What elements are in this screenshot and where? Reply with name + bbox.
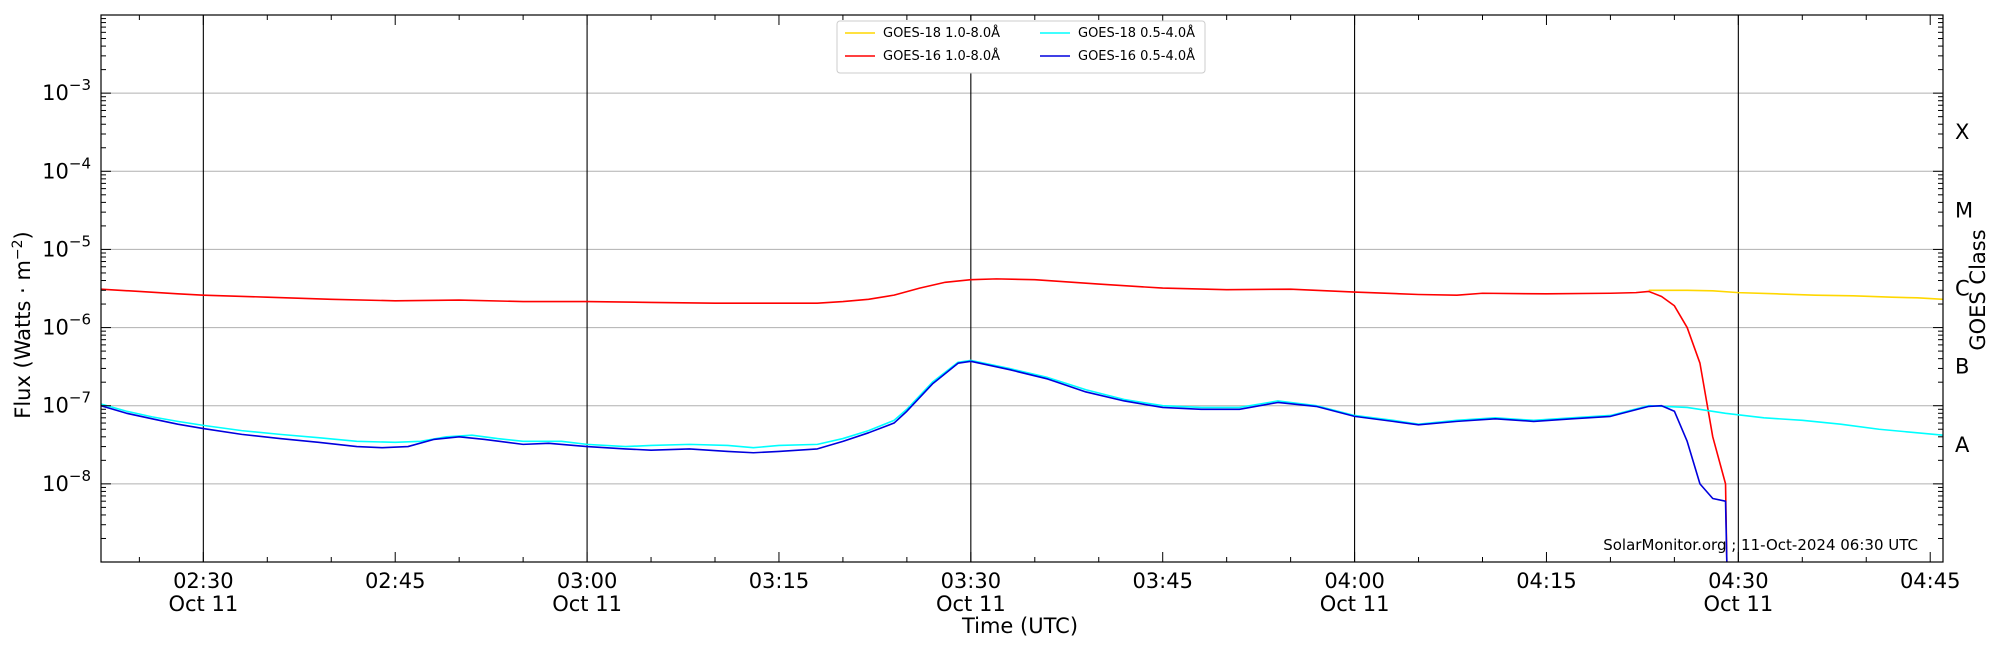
series-line <box>100 278 1728 563</box>
x-tick-date-label: Oct 11 <box>936 592 1006 616</box>
series-lines <box>100 278 1944 563</box>
y-axis-title-sup: −2 <box>10 239 26 260</box>
credit-text: SolarMonitor.org ; 11-Oct-2024 06:30 UTC <box>1603 536 1918 554</box>
x-tick-label: 02:45 <box>365 569 426 593</box>
goes-class-label: B <box>1955 355 1969 379</box>
y-tick-label: 10−5 <box>42 232 91 261</box>
x-tick-label: 03:30 <box>941 569 1002 593</box>
x-tick-label: 04:45 <box>1900 569 1961 593</box>
x-axis-title: Time (UTC) <box>961 614 1078 638</box>
y-tick-base: 10 <box>42 81 69 105</box>
x-tick-label: 04:00 <box>1324 569 1385 593</box>
y-tick-base: 10 <box>42 316 69 340</box>
x-tick-label: 04:15 <box>1516 569 1577 593</box>
goes-class-axis-title: GOES Class <box>1966 229 1990 350</box>
series-line <box>100 359 1944 449</box>
y-axis-title: Flux (Watts · m−2) <box>10 231 35 419</box>
x-tick-date-label: Oct 11 <box>552 592 622 616</box>
legend-label: GOES-18 1.0-8.0Å <box>883 25 1000 41</box>
y-tick-exponent: −5 <box>69 232 91 250</box>
x-tick-date-label: Oct 11 <box>1703 592 1773 616</box>
plot-grid <box>101 92 1943 485</box>
y-tick-exponent: −8 <box>69 467 91 485</box>
goes-class-label: X <box>1955 120 1969 144</box>
y-tick-label: 10−8 <box>42 467 91 496</box>
x-tick-label: 02:30 <box>173 569 234 593</box>
x-tick-label: 03:15 <box>749 569 810 593</box>
series-line <box>1648 289 1944 301</box>
y-axis-title-close: ) <box>11 231 35 239</box>
x-tick-date-label: Oct 11 <box>1320 592 1390 616</box>
axis-ticks <box>101 15 1943 563</box>
legend-box <box>836 20 1206 74</box>
legend-label: GOES-16 0.5-4.0Å <box>1078 48 1195 64</box>
x-tick-label: 04:30 <box>1708 569 1769 593</box>
y-axis-title-text: Flux (Watts · m <box>11 260 35 419</box>
y-tick-base: 10 <box>42 159 69 183</box>
plot-frame <box>100 14 1944 563</box>
x-tick-date-label: Oct 11 <box>168 592 238 616</box>
y-tick-base: 10 <box>42 237 69 261</box>
legend-label: GOES-16 1.0-8.0Å <box>883 48 1000 64</box>
y-tick-label: 10−7 <box>42 389 91 418</box>
vertical-lines <box>202 15 1739 562</box>
y-tick-exponent: −6 <box>69 311 91 329</box>
y-tick-label: 10−3 <box>42 76 91 105</box>
x-tick-label: 03:00 <box>557 569 618 593</box>
legend-label: GOES-18 0.5-4.0Å <box>1078 25 1195 41</box>
series-line <box>100 360 1728 563</box>
goes-class-label: A <box>1955 433 1970 457</box>
goes-class-label: M <box>1955 198 1973 222</box>
y-tick-base: 10 <box>42 394 69 418</box>
y-tick-label: 10−4 <box>42 154 91 183</box>
x-tick-label: 03:45 <box>1132 569 1193 593</box>
goes-class-label: C <box>1955 277 1970 301</box>
y-tick-exponent: −7 <box>69 389 91 407</box>
y-tick-base: 10 <box>42 472 69 496</box>
y-tick-exponent: −3 <box>69 76 91 94</box>
y-tick-label: 10−6 <box>42 311 91 340</box>
y-tick-exponent: −4 <box>69 154 91 172</box>
legend: GOES-18 1.0-8.0Å GOES-16 1.0-8.0Å GOES-18 … <box>836 20 1206 74</box>
